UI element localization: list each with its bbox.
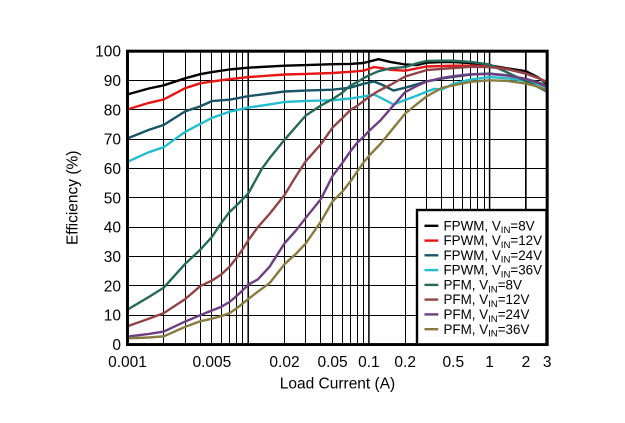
- svg-text:FPWM, VIN=8V: FPWM, VIN=8V: [444, 218, 535, 236]
- svg-text:50: 50: [104, 190, 122, 207]
- svg-text:100: 100: [95, 44, 121, 61]
- svg-text:Load Current (A): Load Current (A): [280, 376, 395, 393]
- svg-text:0.05: 0.05: [318, 354, 348, 371]
- svg-text:3: 3: [543, 354, 552, 371]
- svg-text:1: 1: [485, 354, 494, 371]
- svg-text:60: 60: [104, 161, 122, 178]
- svg-text:90: 90: [104, 73, 122, 90]
- svg-text:FPWM, VIN=24V: FPWM, VIN=24V: [444, 248, 543, 266]
- svg-text:PFM, VIN=24V: PFM, VIN=24V: [444, 307, 530, 325]
- svg-text:PFM, VIN=8V: PFM, VIN=8V: [444, 278, 523, 296]
- svg-text:0.02: 0.02: [269, 354, 299, 371]
- svg-text:80: 80: [104, 102, 122, 119]
- svg-text:2: 2: [522, 354, 531, 371]
- svg-text:10: 10: [104, 308, 122, 325]
- svg-text:40: 40: [104, 220, 122, 237]
- svg-text:30: 30: [104, 249, 122, 266]
- svg-text:FPWM, VIN=36V: FPWM, VIN=36V: [444, 263, 543, 281]
- svg-text:PFM, VIN=36V: PFM, VIN=36V: [444, 322, 530, 340]
- svg-text:PFM, VIN=12V: PFM, VIN=12V: [444, 292, 530, 310]
- svg-text:0.1: 0.1: [358, 354, 380, 371]
- svg-text:0.5: 0.5: [443, 354, 465, 371]
- svg-text:20: 20: [104, 278, 122, 295]
- svg-text:0.001: 0.001: [108, 354, 147, 371]
- svg-text:0.005: 0.005: [193, 354, 232, 371]
- svg-text:0.2: 0.2: [394, 354, 416, 371]
- svg-text:0: 0: [112, 337, 121, 354]
- svg-text:70: 70: [104, 132, 122, 149]
- svg-text:Efficiency (%): Efficiency (%): [65, 151, 82, 245]
- svg-text:FPWM, VIN=12V: FPWM, VIN=12V: [444, 233, 543, 251]
